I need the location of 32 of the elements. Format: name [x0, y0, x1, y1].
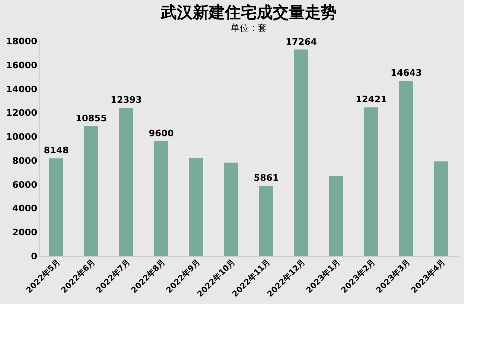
y-tick-label: 14000 [6, 85, 38, 96]
data-label: 5861 [254, 174, 280, 184]
bar [154, 141, 168, 256]
bar [224, 162, 238, 256]
bar [330, 176, 344, 256]
bar [84, 126, 98, 256]
data-label: 12393 [110, 96, 142, 106]
bar [400, 81, 414, 256]
data-label: 12421 [356, 96, 388, 106]
bar [190, 158, 204, 256]
bar [120, 108, 134, 256]
y-tick-label: 6000 [12, 180, 38, 191]
y-tick-label: 8000 [12, 156, 38, 167]
bar [434, 162, 448, 256]
data-label: 8148 [44, 146, 70, 157]
data-label: 17264 [286, 38, 318, 48]
y-tick-label: 4000 [12, 204, 38, 215]
chart-title: 武汉新建住宅成交量走势 [160, 3, 337, 22]
chart-subtitle: 单位：套 [231, 23, 267, 34]
y-tick-label: 12000 [6, 109, 38, 120]
data-label: 9600 [148, 129, 174, 140]
y-tick-label: 0 [31, 252, 38, 262]
y-tick-label: 10000 [6, 133, 38, 144]
data-label: 10855 [76, 114, 108, 124]
bar [294, 50, 308, 256]
y-tick-label: 18000 [6, 38, 38, 48]
y-tick-label: 2000 [12, 228, 38, 239]
y-tick-label: 16000 [6, 61, 38, 72]
bar [364, 108, 378, 256]
data-label: 14643 [390, 69, 422, 80]
bar [260, 186, 274, 256]
bar [50, 158, 64, 256]
